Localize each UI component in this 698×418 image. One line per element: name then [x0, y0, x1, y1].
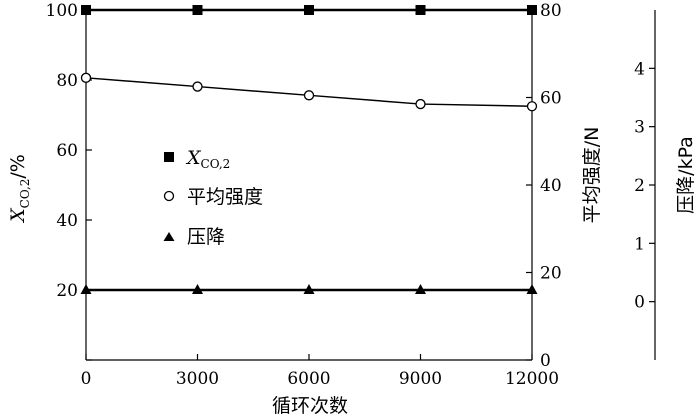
data-point-triangle — [80, 284, 92, 294]
data-point-circle — [415, 98, 426, 110]
data-point-square — [415, 5, 426, 15]
ticks: 0 3000 6000 9000 12000 20 40 60 80 100 0 20 40 60 80 0 1… — [46, 1, 655, 389]
right2-y-tick-label: 4 — [634, 59, 645, 79]
legend-label-xco2: XCO,2 — [185, 147, 230, 171]
left-y-tick-label: 20 — [56, 281, 78, 301]
right1-y-tick-label: 40 — [540, 176, 562, 196]
right2-y-tick-label: 3 — [634, 118, 645, 138]
legend-label-strength: 平均强度 — [187, 186, 263, 208]
right1-y-tick-label: 60 — [540, 89, 562, 109]
data-point-square — [304, 5, 314, 15]
legend-label-pressure-drop: 压降 — [187, 226, 225, 248]
right1-y-tick-label: 0 — [540, 351, 551, 371]
x-tick-label: 12000 — [505, 369, 559, 389]
legend-label-xco2-main: X — [185, 147, 202, 169]
series — [80, 5, 538, 294]
data-point-triangle — [415, 284, 426, 294]
left-y-tick-label: 80 — [56, 71, 78, 91]
left-axis-label-main: X — [7, 207, 29, 224]
left-axis-label: XCO,2/% — [7, 154, 32, 224]
right1-y-tick-label: 20 — [540, 264, 562, 284]
left-axis-label-sub: CO,2 — [18, 179, 32, 209]
data-point-square — [527, 5, 537, 15]
left-axis-label-unit: /% — [7, 154, 29, 178]
legend-marker-pressure-drop — [163, 232, 175, 241]
right2-y-tick-label: 0 — [634, 293, 645, 313]
legend-marker-strength — [163, 190, 175, 202]
x-tick-label: 0 — [81, 369, 92, 389]
legend-marker-xco2 — [164, 152, 174, 162]
right1-y-tick-label: 80 — [540, 1, 562, 21]
x-tick-label: 3000 — [176, 369, 219, 389]
x-axis-label: 循环次数 — [272, 395, 348, 417]
data-point-circle — [526, 101, 538, 112]
left-y-tick-label: 40 — [56, 211, 78, 231]
legend-label-xco2-sub: CO,2 — [201, 157, 231, 171]
data-point-square — [81, 5, 91, 15]
data-point-circle — [303, 90, 315, 101]
right2-y-tick-label: 1 — [634, 234, 645, 254]
right1-axis-label: 平均强度/N — [581, 127, 603, 224]
axes — [85, 9, 656, 361]
right2-y-tick-label: 2 — [634, 176, 645, 196]
data-point-circle — [80, 72, 92, 83]
data-point-triangle — [303, 284, 315, 294]
right2-axis-label: 压降/kPa — [675, 136, 697, 214]
data-point-circle — [192, 81, 203, 92]
x-tick-label: 6000 — [287, 369, 330, 389]
left-y-tick-label: 100 — [46, 1, 78, 21]
data-point-square — [192, 5, 203, 15]
legend: XCO,2 平均强度 压降 — [163, 147, 263, 248]
left-y-tick-label: 60 — [56, 141, 78, 161]
data-point-triangle — [192, 284, 203, 294]
data-point-triangle — [526, 284, 538, 294]
x-tick-label: 9000 — [399, 369, 442, 389]
